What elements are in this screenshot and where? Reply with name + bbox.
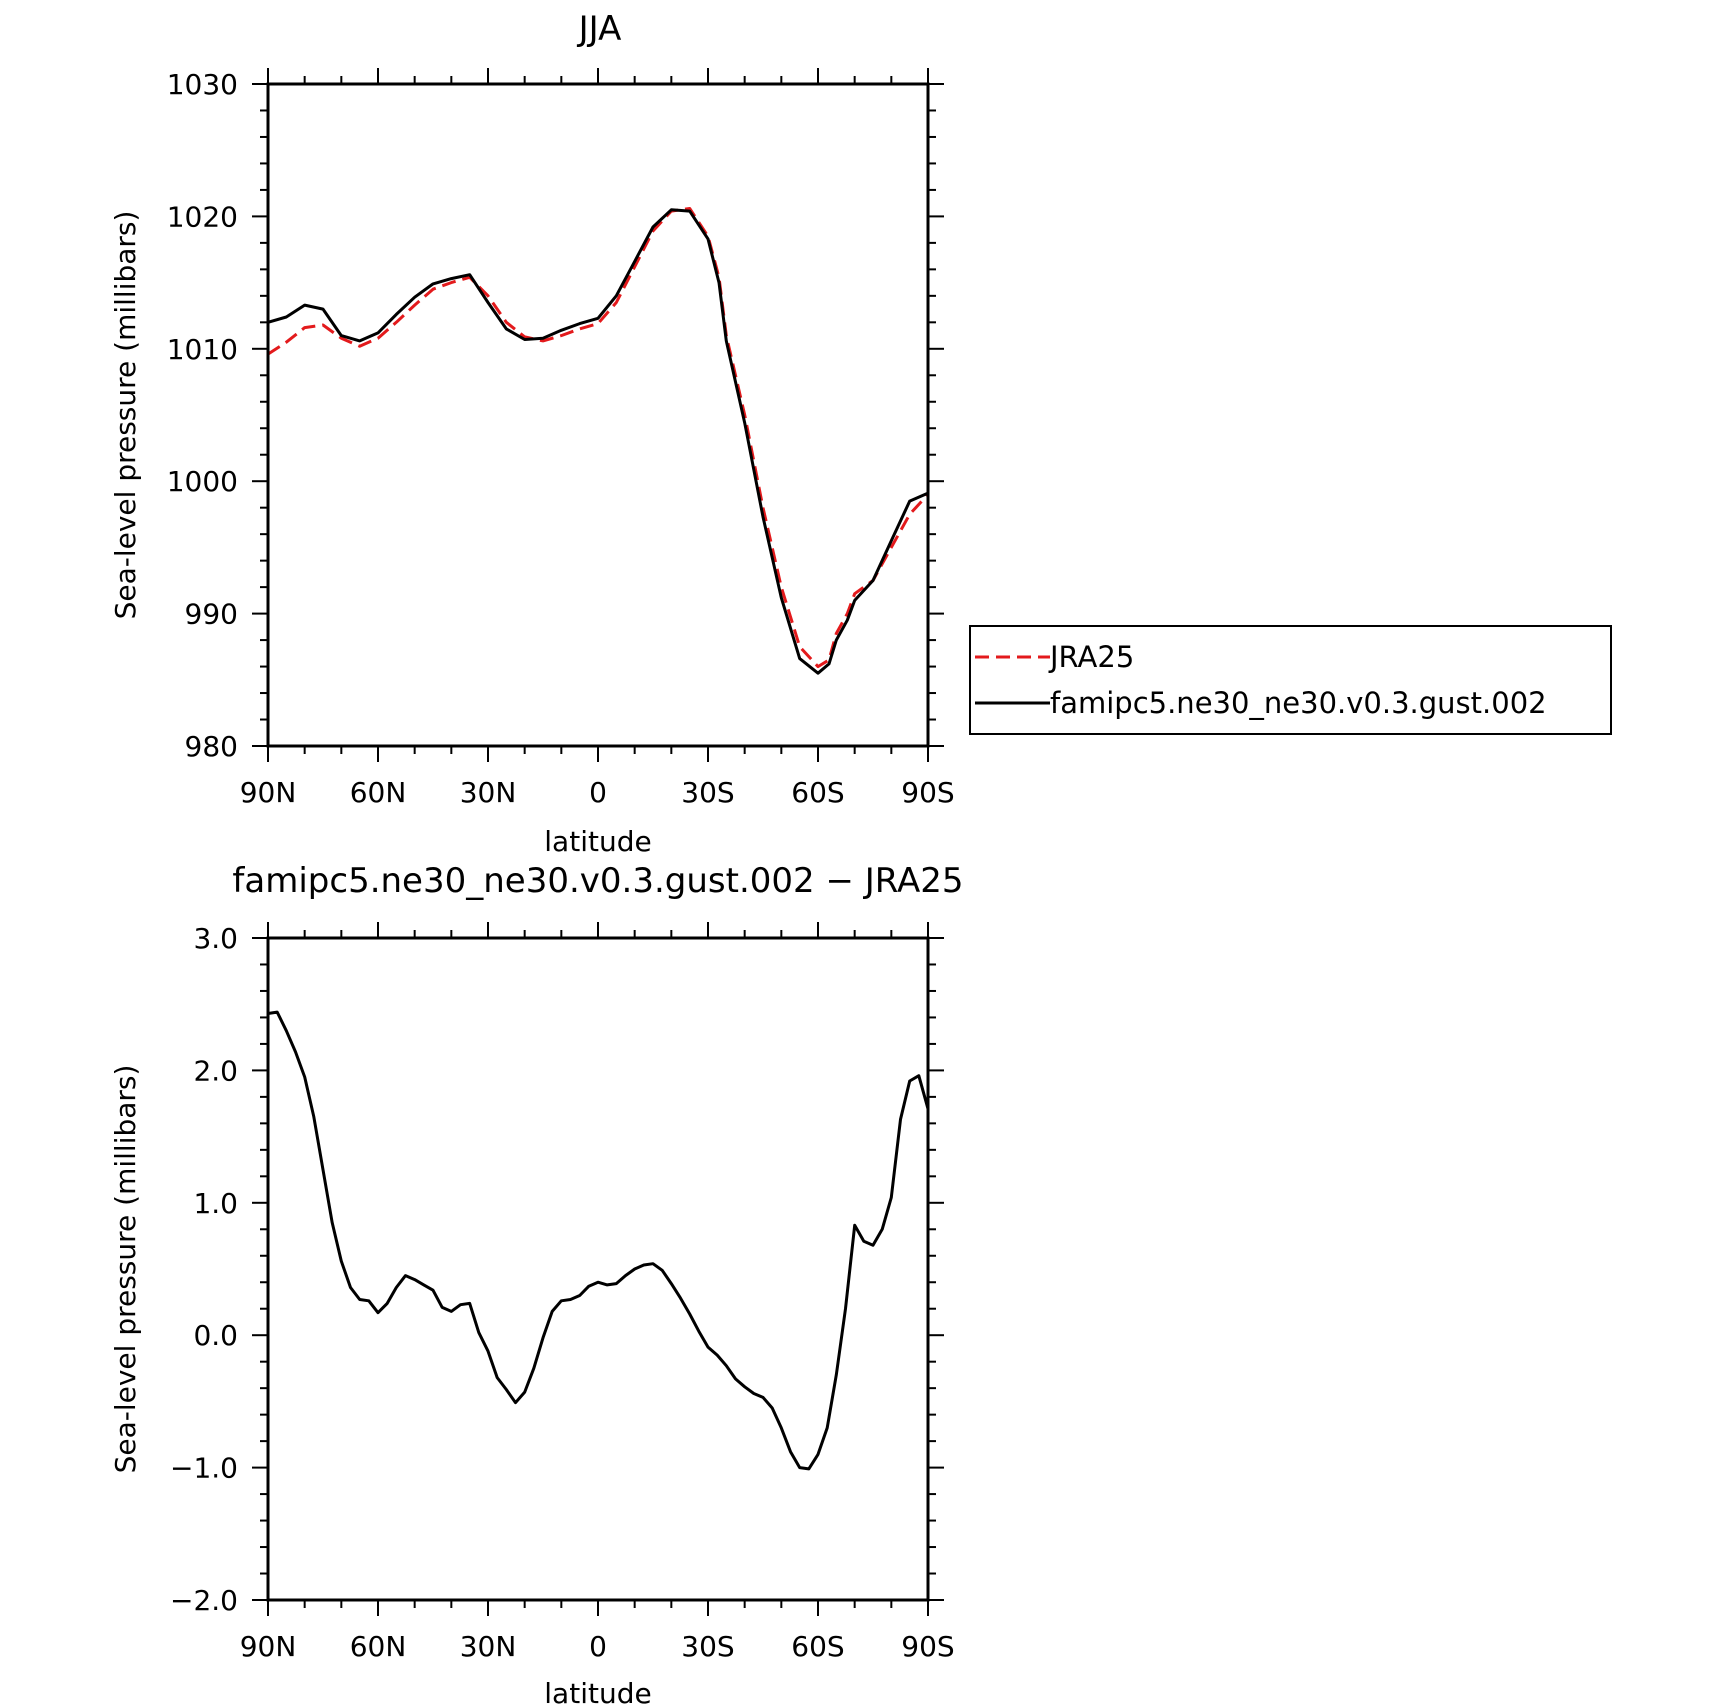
top-x-tick-label: 60S: [791, 776, 844, 809]
top-y-tick-label: 1010: [167, 333, 238, 366]
top-x-tick-label: 90N: [240, 776, 297, 809]
bottom-y-tick-label: −1.0: [170, 1452, 238, 1485]
bottom-series-group: [267, 1010, 930, 1471]
bottom-y-tick-label: 1.0: [193, 1187, 238, 1220]
top-series-line-0: [267, 207, 930, 669]
legend-label-model: famipc5.ne30_ne30.v0.3.gust.002: [1050, 686, 1547, 720]
top-axis-ticks: [252, 68, 944, 762]
top-y-tick-label: 1020: [167, 200, 238, 233]
top-y-axis-label: Sea-level pressure (millibars): [109, 211, 142, 620]
top-y-tick-label: 1000: [167, 465, 238, 498]
top-chart-title: JJA: [577, 9, 622, 49]
top-y-tick-label: 980: [185, 730, 238, 763]
bottom-series-line-0: [267, 1010, 930, 1471]
top-x-tick-label: 30S: [681, 776, 734, 809]
bottom-plot-frame: [266, 936, 930, 1602]
bottom-tick-labels: −2.0 −1.0 0.0 1.0 2.0 3.0 90N 60N 30N 0 30S 60S 90S: [170, 922, 955, 1663]
bottom-y-tick-label: −2.0: [170, 1584, 238, 1617]
bottom-y-axis-label: Sea-level pressure (millibars): [109, 1065, 142, 1474]
bottom-x-tick-label: 30N: [460, 1630, 517, 1663]
legend-box: [969, 625, 1612, 735]
bottom-x-tick-label: 60N: [350, 1630, 407, 1663]
bottom-panel: famipc5.ne30_ne30.v0.3.gust.002 − JRA25 …: [109, 861, 964, 1706]
top-y-tick-label: 990: [185, 598, 238, 631]
top-series-group: [267, 207, 930, 675]
bottom-y-tick-label: 2.0: [193, 1054, 238, 1087]
top-x-tick-label: 90S: [901, 776, 954, 809]
top-y-tick-label: 1030: [167, 68, 238, 101]
top-series-line-1: [267, 208, 929, 675]
legend: JRA25 famipc5.ne30_ne30.v0.3.gust.002: [969, 625, 1612, 735]
bottom-x-tick-label: 30S: [681, 1630, 734, 1663]
bottom-chart-title: famipc5.ne30_ne30.v0.3.gust.002 − JRA25: [232, 861, 963, 901]
bottom-y-tick-label: 0.0: [193, 1319, 238, 1352]
bottom-x-tick-label: 0: [589, 1630, 607, 1663]
top-tick-labels: 980 990 1000 1010 1020 1030 90N 60N 30N 0 30S 60S 90…: [167, 68, 955, 809]
top-x-tick-label: 30N: [460, 776, 517, 809]
top-x-axis-label: latitude: [544, 825, 651, 858]
bottom-x-tick-label: 60S: [791, 1630, 844, 1663]
bottom-x-tick-label: 90N: [240, 1630, 297, 1663]
bottom-x-axis-label: latitude: [544, 1677, 651, 1706]
bottom-x-tick-label: 90S: [901, 1630, 954, 1663]
top-plot-frame: [266, 82, 930, 748]
bottom-axis-ticks: [252, 922, 944, 1616]
top-x-tick-label: 60N: [350, 776, 407, 809]
top-x-tick-label: 0: [589, 776, 607, 809]
legend-label-jra25: JRA25: [1048, 640, 1134, 674]
bottom-y-tick-label: 3.0: [193, 922, 238, 955]
top-panel: JJA 980 990 1000 1010 1020 1030 90N 60N 30N 0 30S 6…: [109, 9, 955, 858]
